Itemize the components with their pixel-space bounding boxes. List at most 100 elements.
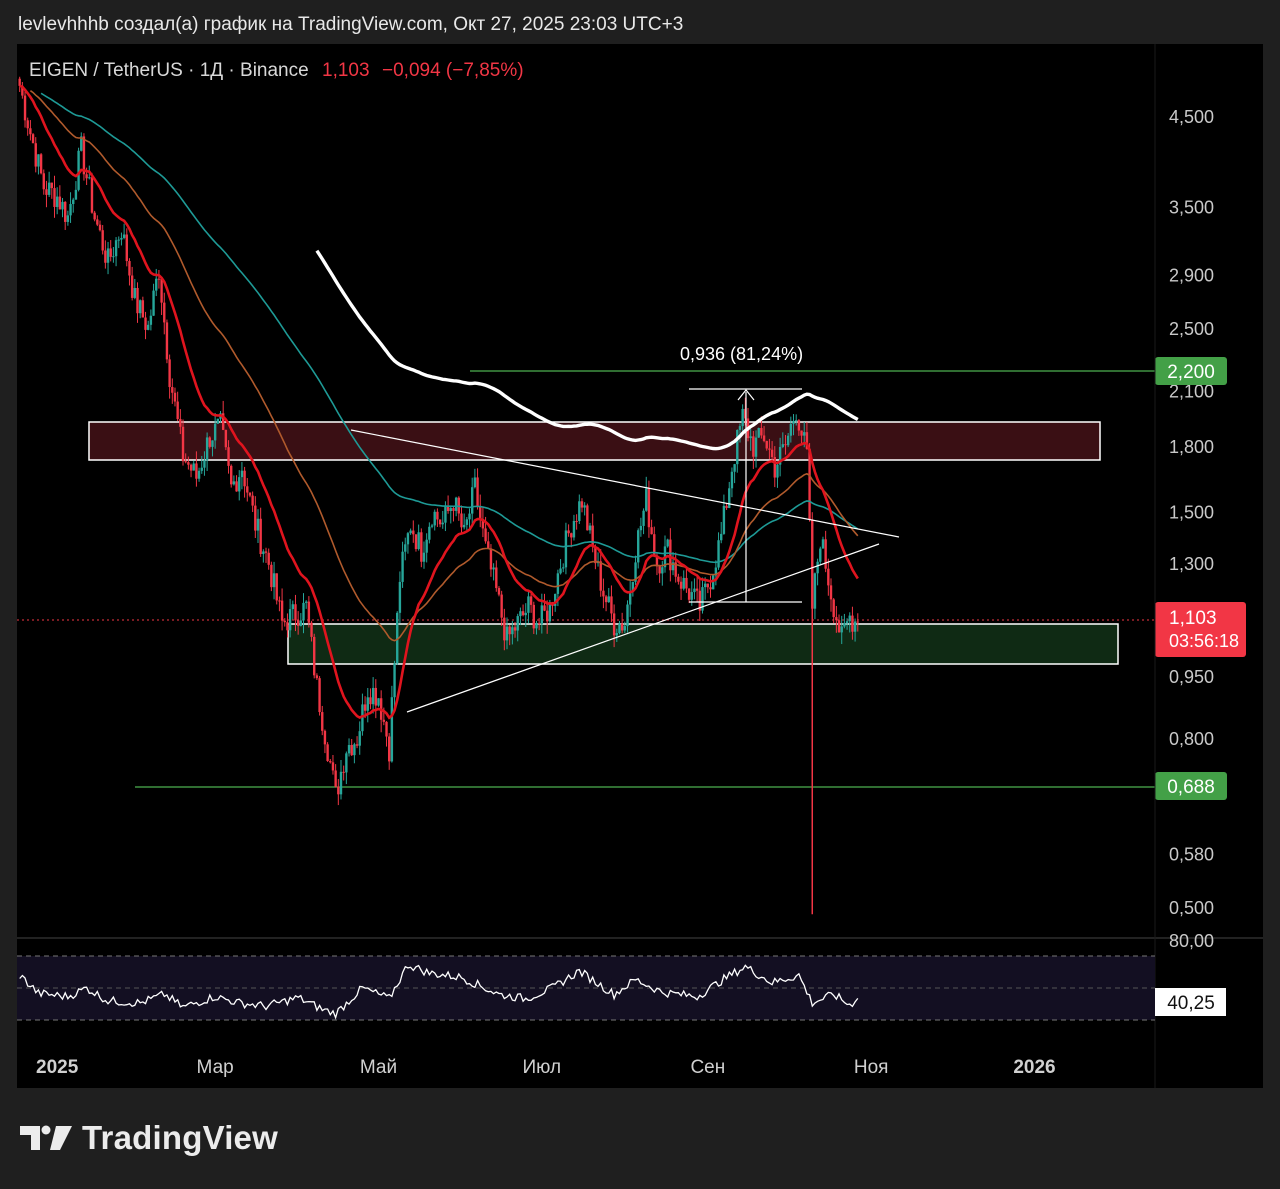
- support-zone[interactable]: [287, 623, 1119, 665]
- candle-body: [773, 457, 776, 478]
- candle-body: [444, 506, 447, 523]
- symbol-label: EIGEN / TetherUS · 1Д · Binance: [29, 60, 309, 81]
- candle-body: [197, 470, 201, 479]
- candle-body: [248, 492, 252, 496]
- candle-body: [430, 525, 434, 527]
- candle-body: [371, 687, 375, 705]
- candle-body: [69, 203, 72, 216]
- sma-white-line[interactable]: [315, 249, 859, 451]
- candle-body: [677, 576, 680, 582]
- resistance-zone[interactable]: [88, 421, 1101, 461]
- candle-body: [792, 420, 795, 424]
- candle-body: [701, 587, 704, 611]
- candle-body: [417, 532, 420, 550]
- candle-body: [594, 546, 597, 564]
- candle-body: [720, 533, 723, 541]
- candle-body: [709, 587, 712, 590]
- candle-body: [128, 261, 131, 276]
- price-axis[interactable]: 4,500 3,500 2,900 2,500 2,100 1,800 1,500 1,300…: [1169, 107, 1214, 918]
- ema-orange-line[interactable]: [29, 90, 859, 642]
- candle-body: [401, 551, 404, 582]
- candle-body: [543, 605, 546, 611]
- candle-body: [66, 215, 70, 222]
- candle-body: [278, 600, 281, 602]
- candle-body: [832, 599, 835, 618]
- candle-body: [243, 470, 246, 487]
- chart-container[interactable]: 0,936 (81,24%) EIGEN / TetherUS · 1Д · B…: [17, 44, 1263, 1088]
- chart-caption: levlevhhhb создал(а) график на TradingVi…: [18, 14, 684, 35]
- measure-label: 0,936 (81,24%): [680, 344, 803, 364]
- candle-body: [203, 460, 206, 468]
- candle-body: [789, 423, 793, 436]
- candle-body: [564, 530, 568, 568]
- candle-body: [240, 470, 244, 478]
- ema-teal-line[interactable]: [40, 92, 859, 564]
- candle-body: [537, 623, 541, 625]
- candle-body: [280, 600, 284, 621]
- candle-body: [157, 278, 161, 280]
- candle-body: [524, 612, 527, 616]
- measure-tool[interactable]: [689, 388, 802, 603]
- candle-body: [693, 588, 696, 593]
- candle-body: [61, 201, 64, 210]
- candle-body: [521, 611, 525, 616]
- candle-body: [803, 432, 806, 436]
- candle-body: [181, 426, 185, 462]
- candle-body: [615, 633, 618, 636]
- candle-body: [192, 463, 195, 471]
- descending-trendline[interactable]: [350, 429, 900, 538]
- rsi-line[interactable]: [19, 964, 859, 1020]
- candle-body: [674, 562, 677, 577]
- candle-body: [171, 387, 174, 393]
- candle-body: [583, 505, 586, 508]
- candle-body: [797, 420, 801, 431]
- candle-body: [122, 234, 126, 238]
- candle-body: [610, 596, 613, 614]
- candle-body: [101, 230, 104, 251]
- candle-body: [179, 418, 182, 427]
- time-axis-label-1: Мар: [197, 1057, 234, 1078]
- legend-change: −0,094 (−7,85%): [382, 60, 524, 81]
- candle-body: [476, 477, 479, 507]
- ema-red-line[interactable]: [19, 84, 859, 720]
- candle-body: [393, 663, 396, 698]
- time-axis-label-6: 2026: [1013, 1057, 1055, 1078]
- time-axis-label-2: Май: [360, 1057, 397, 1078]
- candle-body: [738, 426, 742, 430]
- candle-body: [428, 526, 431, 540]
- price-tag-0688: 0,688: [1155, 772, 1227, 800]
- candle-body: [559, 568, 562, 574]
- candle-body: [588, 525, 592, 531]
- candle-body: [90, 177, 94, 213]
- price-axis-tick-2: 3,500: [1169, 198, 1214, 218]
- candle-body: [404, 544, 407, 552]
- candle-body: [811, 519, 814, 609]
- candle-body: [144, 317, 147, 330]
- candle-body: [42, 173, 45, 190]
- candle-body: [602, 590, 605, 597]
- candle-body: [637, 530, 640, 563]
- price-chart[interactable]: 0,936 (81,24%) EIGEN / TetherUS · 1Д · B…: [17, 44, 1263, 1088]
- candle-body: [607, 596, 610, 603]
- candle-body: [827, 568, 830, 586]
- candle-body: [385, 721, 388, 737]
- candle-body: [728, 488, 731, 509]
- price-axis-tick-1: 4,500: [1169, 107, 1214, 127]
- candle-body: [824, 539, 827, 569]
- price-axis-tick-3: 2,900: [1169, 265, 1214, 285]
- candle-body: [213, 423, 217, 441]
- time-axis[interactable]: 2025 Мар Май Июл Сен Ноя 2026: [36, 1057, 1056, 1078]
- price-axis-tick-9: 0,950: [1169, 667, 1214, 687]
- price-layer: [18, 76, 859, 915]
- candle-body: [342, 771, 345, 773]
- candle-body: [706, 583, 710, 588]
- candle-body: [752, 436, 755, 457]
- candle-body: [363, 704, 367, 711]
- candle-body: [580, 501, 584, 508]
- candle-body: [361, 704, 364, 732]
- tradingview-logo[interactable]: TradingView: [20, 1116, 278, 1160]
- candle-body: [230, 465, 233, 485]
- candle-body: [548, 602, 552, 622]
- candle-body: [165, 322, 169, 360]
- ascending-trendline[interactable]: [406, 543, 880, 713]
